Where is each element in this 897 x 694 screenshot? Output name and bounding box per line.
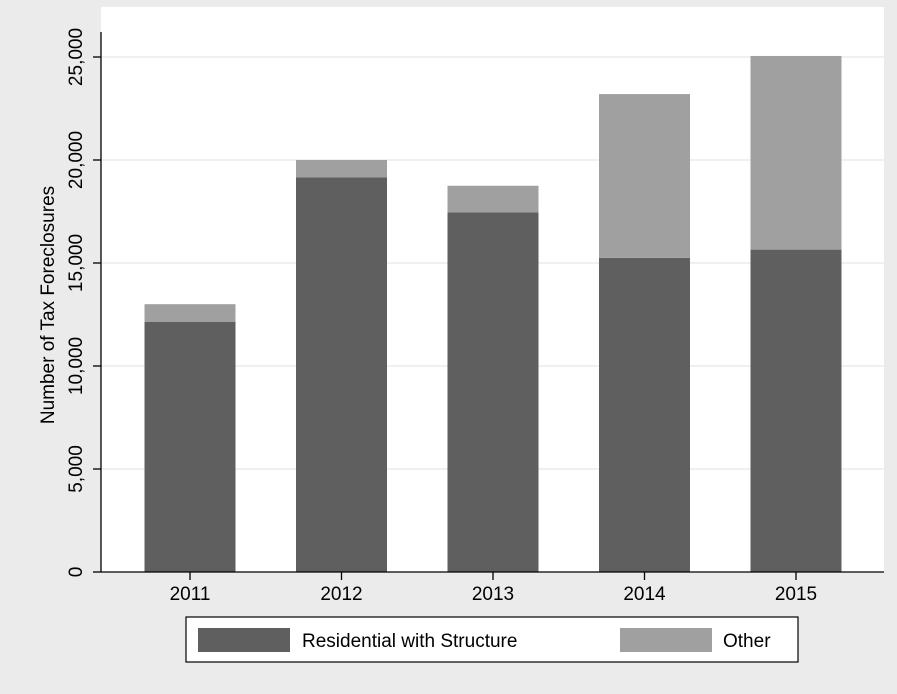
y-ticks: 0 5,000 10,000 15,000 20,000 25,000: [66, 28, 101, 577]
legend-swatch-other: [620, 628, 712, 652]
bar-residential-2014: [599, 257, 690, 572]
bars: [144, 55, 842, 573]
bar-other-2012: [296, 160, 387, 178]
bar-residential-2015: [750, 249, 842, 573]
legend-label-other: Other: [723, 631, 771, 652]
y-tick-label: 0: [66, 567, 87, 578]
y-tick-label: 20,000: [66, 131, 87, 189]
bar-residential-2012: [296, 177, 387, 572]
y-tick-label: 10,000: [66, 337, 87, 395]
legend-label-residential: Residential with Structure: [302, 631, 517, 652]
y-tick-label: 5,000: [66, 445, 87, 493]
x-ticks: 2011 2012 2013 2014 2015: [170, 572, 817, 605]
y-tick-label: 25,000: [66, 28, 87, 86]
bar-other-2015: [750, 55, 842, 250]
x-tick-label: 2012: [320, 584, 362, 605]
x-tick-label: 2011: [170, 584, 211, 605]
bar-other-2011: [144, 304, 236, 322]
bar-other-2014: [599, 94, 690, 258]
bar-residential-2011: [144, 321, 236, 572]
legend-swatch-residential: [198, 628, 290, 652]
bar-residential-2013: [447, 212, 539, 572]
x-tick-label: 2015: [775, 584, 817, 605]
legend: Residential with Structure Other: [185, 616, 799, 663]
bar-other-2013: [447, 185, 539, 213]
y-axis-title: Number of Tax Foreclosures: [38, 186, 59, 424]
x-tick-label: 2014: [623, 584, 666, 605]
y-tick-label: 15,000: [66, 234, 87, 292]
x-tick-label: 2013: [472, 584, 514, 605]
